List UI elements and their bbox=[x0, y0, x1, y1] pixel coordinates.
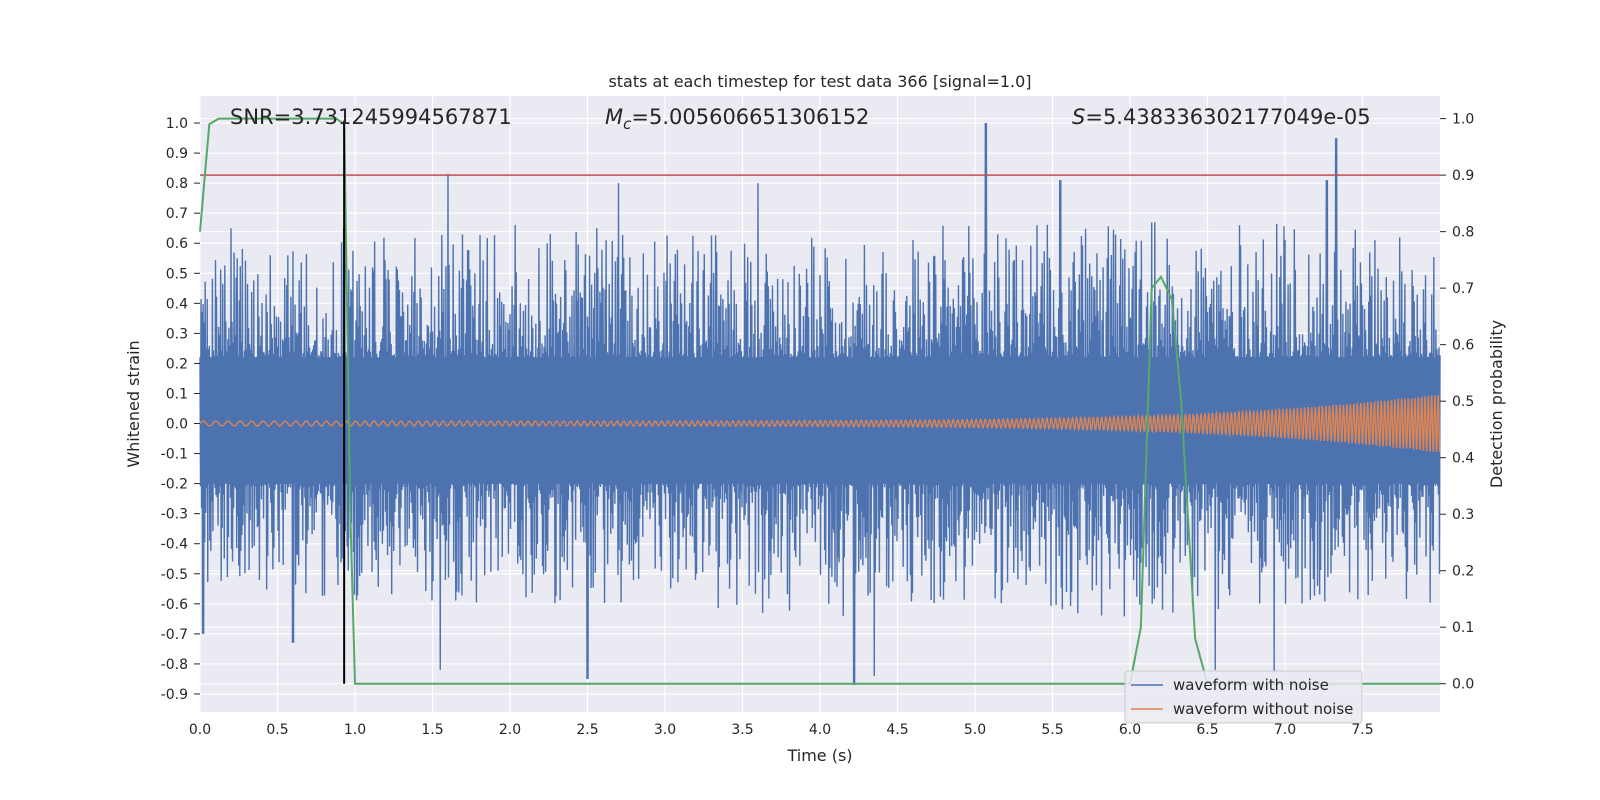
y-tick-label: 1.0 bbox=[166, 116, 188, 132]
y2-axis-label: Detection probability bbox=[1487, 320, 1506, 488]
y-tick-label: -0.4 bbox=[161, 537, 188, 553]
y-tick-label: 0.4 bbox=[166, 296, 188, 312]
x-tick-label: 4.5 bbox=[886, 722, 908, 738]
chart-title: stats at each timestep for test data 366… bbox=[608, 72, 1031, 91]
x-tick-label: 2.0 bbox=[499, 722, 521, 738]
y-tick-label: 0.1 bbox=[166, 386, 188, 402]
y2-tick-label: 0.4 bbox=[1452, 451, 1474, 467]
y-tick-label: -0.8 bbox=[161, 657, 188, 673]
snr-annotation: SNR=3.731245994567871 bbox=[230, 105, 512, 129]
y-tick-label: 0.9 bbox=[166, 146, 188, 162]
y2-tick-label: 0.7 bbox=[1452, 281, 1474, 297]
y2-tick-label: 0.9 bbox=[1452, 168, 1474, 184]
y-tick-label: 0.7 bbox=[166, 206, 188, 222]
x-axis-label: Time (s) bbox=[786, 746, 852, 765]
y-tick-label: 0.0 bbox=[166, 417, 188, 433]
legend-box bbox=[1124, 670, 1363, 724]
x-tick-label: 7.0 bbox=[1274, 722, 1296, 738]
x-tick-label: 3.0 bbox=[654, 722, 676, 738]
s-value: =5.438336302177049e-05 bbox=[1085, 105, 1370, 129]
legend-label-waveform-with-noise: waveform with noise bbox=[1173, 676, 1329, 694]
x-tick-label: 3.5 bbox=[731, 722, 753, 738]
series-detection-probability bbox=[199, 117, 1440, 685]
series-waveform-with-noise bbox=[199, 123, 1441, 685]
legend-label-waveform-without-noise: waveform without noise bbox=[1173, 700, 1353, 718]
x-tick-label: 1.0 bbox=[344, 722, 366, 738]
y-ticks: 1.0 0.9 0.8 0.7 0.6 0.5 0.4 0.3 0.2 0.1 0.0 -0.1 -0.… bbox=[161, 116, 200, 703]
y2-tick-label: 0.0 bbox=[1452, 677, 1474, 693]
y2-tick-label: 0.2 bbox=[1452, 564, 1474, 580]
y2-tick-label: 1.0 bbox=[1452, 112, 1474, 128]
x-tick-label: 7.5 bbox=[1351, 722, 1373, 738]
y-tick-label: -0.6 bbox=[161, 597, 188, 613]
series-waveform-without-noise bbox=[199, 394, 1441, 453]
mc-symbol: M bbox=[605, 105, 623, 129]
y-tick-label: -0.1 bbox=[161, 447, 188, 463]
x-ticks: 0.0 0.5 1.0 1.5 2.0 2.5 3.0 3.5 4.0 4.5 5.0 5.5 6.0 6… bbox=[189, 722, 1374, 738]
y-tick-label: 0.5 bbox=[166, 266, 188, 282]
y-tick-label: 0.8 bbox=[166, 176, 188, 192]
y-tick-label: 0.2 bbox=[166, 356, 188, 372]
x-tick-label: 2.5 bbox=[576, 722, 598, 738]
y2-ticks: 1.0 0.9 0.8 0.7 0.6 0.5 0.4 0.3 0.2 0.1 0.0 bbox=[1440, 112, 1474, 693]
s-annotation: S=5.438336302177049e-05 bbox=[1072, 105, 1371, 129]
overlay-layer bbox=[199, 117, 1440, 685]
x-tick-label: 5.5 bbox=[1041, 722, 1063, 738]
legend: waveform with noise waveform without noi… bbox=[1124, 670, 1363, 724]
mc-value: =5.005606651306152 bbox=[631, 105, 869, 129]
y-tick-label: -0.2 bbox=[161, 477, 188, 493]
mc-annotation: Mc=5.005606651306152 bbox=[605, 105, 869, 133]
y2-tick-label: 0.5 bbox=[1452, 394, 1474, 410]
x-tick-label: 6.0 bbox=[1119, 722, 1141, 738]
x-tick-label: 4.0 bbox=[809, 722, 831, 738]
y-axis-label: Whitened strain bbox=[124, 340, 143, 467]
y-tick-label: -0.9 bbox=[161, 687, 188, 703]
y-tick-label: -0.5 bbox=[161, 567, 188, 583]
y2-tick-label: 0.6 bbox=[1452, 338, 1474, 354]
series-layer bbox=[199, 123, 1441, 685]
x-tick-label: 1.5 bbox=[421, 722, 443, 738]
x-tick-label: 5.0 bbox=[964, 722, 986, 738]
y2-tick-label: 0.8 bbox=[1452, 225, 1474, 241]
x-tick-label: 0.5 bbox=[266, 722, 288, 738]
y-tick-label: -0.7 bbox=[161, 627, 188, 643]
y-tick-label: 0.3 bbox=[166, 326, 188, 342]
y-tick-label: -0.3 bbox=[161, 507, 188, 523]
s-symbol: S bbox=[1072, 105, 1085, 129]
y-tick-label: 0.6 bbox=[166, 236, 188, 252]
mc-subscript: c bbox=[623, 115, 632, 133]
y2-tick-label: 0.1 bbox=[1452, 620, 1474, 636]
x-tick-label: 0.0 bbox=[189, 722, 211, 738]
x-tick-label: 6.5 bbox=[1196, 722, 1218, 738]
y2-tick-label: 0.3 bbox=[1452, 507, 1474, 523]
